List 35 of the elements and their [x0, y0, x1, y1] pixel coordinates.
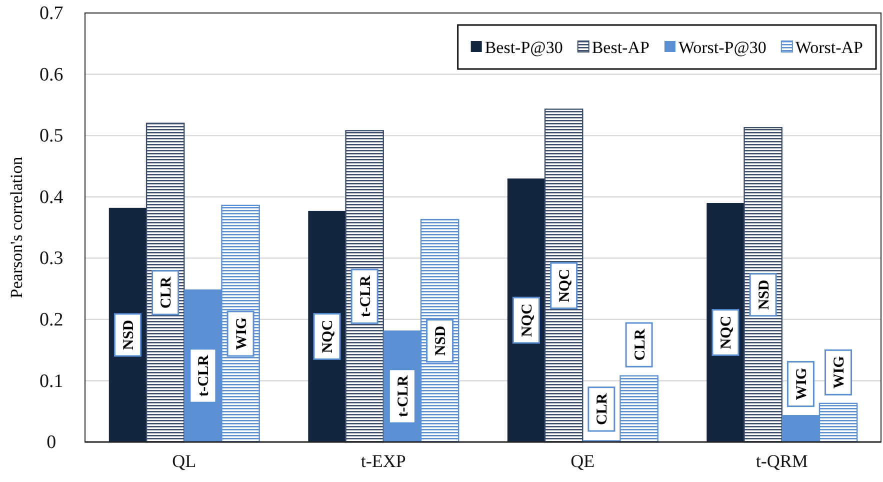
x-tick-label: QL: [172, 450, 196, 471]
legend-label: Worst-AP: [795, 38, 863, 57]
y-tick-label: 0.7: [39, 3, 64, 24]
y-tick-label: 0: [46, 432, 56, 454]
y-tick-label: 0.4: [39, 186, 64, 208]
data-label: CLR: [158, 276, 175, 308]
legend-label: Worst-P@30: [678, 38, 766, 57]
data-label: NQC: [519, 304, 536, 337]
y-tick-label: 0.1: [39, 370, 64, 392]
data-label: NQC: [320, 320, 336, 354]
data-label: NSD: [120, 320, 137, 350]
legend-label: Best-P@30: [484, 38, 563, 57]
data-label: t-CLR: [196, 354, 212, 397]
data-label: WIG: [794, 367, 810, 400]
y-axis-title: Pearson's correlation: [7, 156, 26, 298]
bar: [146, 122, 185, 443]
y-tick-label: 0.2: [39, 310, 64, 331]
data-label: NQC: [557, 268, 574, 302]
data-label: NSD: [433, 326, 450, 356]
y-tick-label: 0.3: [39, 248, 64, 270]
data-label: CLR: [594, 393, 611, 425]
y-tick-label: 0.6: [39, 64, 64, 86]
x-tick-label: t-QRM: [756, 450, 808, 471]
y-tick-label: 0.5: [39, 126, 64, 147]
data-label: CLR: [632, 328, 648, 361]
data-label: WIG: [832, 356, 848, 389]
data-label: t-CLR: [358, 275, 374, 318]
data-label: WIG: [234, 317, 250, 350]
legend-label: Best-AP: [592, 38, 650, 57]
data-label: NSD: [756, 280, 772, 310]
x-tick-label: QE: [570, 450, 595, 471]
data-label: NQC: [718, 316, 735, 350]
x-tick-label: t-EXP: [360, 450, 406, 471]
data-label: t-CLR: [395, 375, 412, 418]
bar: [744, 127, 782, 443]
